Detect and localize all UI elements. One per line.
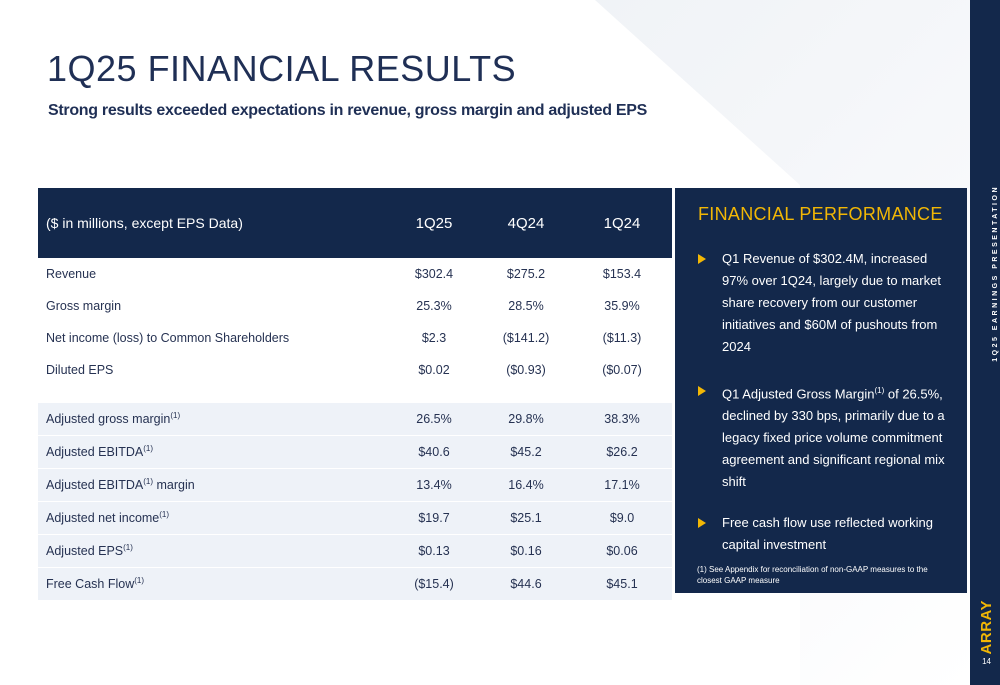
bullet-item: Q1 Adjusted Gross Margin(1) of 26.5%, de… bbox=[698, 380, 948, 493]
cell-4q24: $44.6 bbox=[480, 567, 572, 601]
table-row: Free Cash Flow(1) ($15.4) $44.6 $45.1 bbox=[38, 567, 672, 601]
side-bar-label: 1Q25 EARNINGS PRESENTATION bbox=[992, 185, 999, 362]
row-label: Adjusted EPS(1) bbox=[38, 534, 388, 568]
cell-4q24: $275.2 bbox=[506, 267, 546, 281]
table-row: Revenue $302.4 $275.2 $153.4 bbox=[38, 258, 672, 290]
row-label: Diluted EPS bbox=[46, 363, 114, 377]
cell-4q24: ($141.2) bbox=[502, 331, 550, 345]
cell-1q24: ($0.07) bbox=[602, 363, 642, 377]
cell-1q25: $19.7 bbox=[388, 501, 480, 535]
cell-4q24: $0.16 bbox=[480, 534, 572, 568]
cell-1q25: $40.6 bbox=[388, 435, 480, 469]
page-number: 14 bbox=[982, 657, 991, 666]
cell-1q24: 17.1% bbox=[572, 468, 672, 502]
cell-4q24: 29.8% bbox=[480, 403, 572, 436]
cell-1q24: $9.0 bbox=[572, 501, 672, 535]
bullet-text: Free cash flow use reflected working cap… bbox=[722, 515, 933, 552]
bullet-arrow-icon bbox=[698, 518, 706, 528]
cell-1q24: 35.9% bbox=[604, 299, 640, 313]
cell-1q25: ($15.4) bbox=[388, 567, 480, 601]
cell-1q25: $0.02 bbox=[418, 363, 450, 377]
row-label: Free Cash Flow(1) bbox=[38, 567, 388, 601]
bullet-text: Q1 Revenue of $302.4M, increased 97% ove… bbox=[722, 251, 941, 354]
cell-1q24: $26.2 bbox=[572, 435, 672, 469]
table-header-row: ($ in millions, except EPS Data) 1Q25 4Q… bbox=[38, 188, 672, 258]
bullet-arrow-icon bbox=[698, 386, 706, 396]
panel-title: FINANCIAL PERFORMANCE bbox=[698, 204, 943, 224]
financial-results-table: ($ in millions, except EPS Data) 1Q25 4Q… bbox=[38, 188, 672, 601]
bullet-arrow-icon bbox=[698, 254, 706, 264]
table-row: Net income (loss) to Common Shareholders… bbox=[38, 322, 672, 354]
bullet-item: Q1 Revenue of $302.4M, increased 97% ove… bbox=[698, 248, 948, 358]
row-label: Gross margin bbox=[46, 299, 122, 313]
row-label: Adjusted EBITDA(1) bbox=[38, 435, 388, 469]
cell-4q24: 28.5% bbox=[508, 299, 544, 313]
cell-1q25: $2.3 bbox=[421, 331, 447, 345]
page-title: 1Q25 FINANCIAL RESULTS bbox=[47, 48, 517, 89]
table-header-cell: 1Q25 bbox=[388, 188, 480, 258]
cell-4q24: ($0.93) bbox=[506, 363, 546, 377]
cell-4q24: $45.2 bbox=[480, 435, 572, 469]
cell-1q25: 13.4% bbox=[388, 468, 480, 502]
cell-4q24: 16.4% bbox=[480, 468, 572, 502]
row-label: Adjusted net income(1) bbox=[38, 501, 388, 535]
cell-1q24: $0.06 bbox=[572, 534, 672, 568]
page-subtitle: Strong results exceeded expectations in … bbox=[48, 102, 648, 119]
bullet-text: Q1 Adjusted Gross Margin(1) of 26.5%, de… bbox=[722, 386, 945, 490]
cell-1q25: $302.4 bbox=[414, 267, 454, 281]
table-header-cell: 1Q24 bbox=[572, 188, 672, 258]
row-label: Adjusted gross margin(1) bbox=[38, 403, 388, 436]
table-row: Adjusted EBITDA(1) $40.6 $45.2 $26.2 bbox=[38, 435, 672, 469]
table-spacer bbox=[38, 386, 672, 403]
footnote: (1) See Appendix for reconciliation of n… bbox=[697, 565, 928, 585]
table-row: Adjusted EPS(1) $0.13 $0.16 $0.06 bbox=[38, 534, 672, 568]
row-label: Net income (loss) to Common Shareholders bbox=[46, 331, 290, 345]
cell-1q24: ($11.3) bbox=[602, 331, 642, 345]
row-label: Revenue bbox=[46, 267, 97, 281]
cell-1q24: 38.3% bbox=[572, 403, 672, 436]
cell-1q24: $153.4 bbox=[602, 267, 642, 281]
table-header-cell: ($ in millions, except EPS Data) bbox=[38, 188, 388, 258]
table-row: Adjusted net income(1) $19.7 $25.1 $9.0 bbox=[38, 501, 672, 535]
side-bar: 1Q25 EARNINGS PRESENTATION ARRAY 14 bbox=[970, 0, 1000, 685]
cell-4q24: $25.1 bbox=[480, 501, 572, 535]
table-row: Adjusted EBITDA(1) margin 13.4% 16.4% 17… bbox=[38, 468, 672, 502]
bullet-item: Free cash flow use reflected working cap… bbox=[698, 512, 948, 556]
table-row: Gross margin 25.3% 28.5% 35.9% bbox=[38, 290, 672, 322]
brand-logo: ARRAY bbox=[978, 600, 995, 655]
cell-1q25: 25.3% bbox=[416, 299, 452, 313]
cell-1q24: $45.1 bbox=[572, 567, 672, 601]
cell-1q25: 26.5% bbox=[388, 403, 480, 436]
table-row: Adjusted gross margin(1) 26.5% 29.8% 38.… bbox=[38, 403, 672, 436]
table-header-cell: 4Q24 bbox=[480, 188, 572, 258]
row-label: Adjusted EBITDA(1) margin bbox=[38, 468, 388, 502]
financial-performance-panel: FINANCIAL PERFORMANCE Q1 Revenue of $302… bbox=[675, 188, 967, 593]
table-row: Diluted EPS $0.02 ($0.93) ($0.07) bbox=[38, 354, 672, 386]
cell-1q25: $0.13 bbox=[388, 534, 480, 568]
